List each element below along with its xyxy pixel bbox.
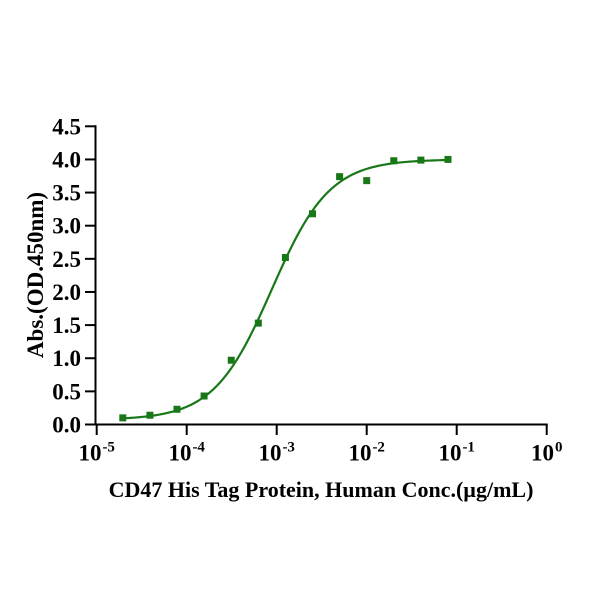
x-tick-label: 10-4	[168, 440, 205, 466]
data-point-marker	[146, 411, 154, 419]
y-tick-label: 3.0	[52, 214, 81, 239]
data-point-marker	[336, 173, 344, 181]
x-tick-label: 10-3	[258, 440, 295, 466]
y-tick-label: 1.5	[52, 313, 81, 338]
y-tick-label: 2.5	[52, 247, 81, 272]
data-point-marker	[390, 157, 398, 165]
data-point-marker	[200, 392, 208, 400]
data-point-marker	[363, 177, 371, 185]
x-tick-label: 10-1	[438, 440, 475, 466]
data-point-marker	[417, 156, 425, 164]
y-tick-label: 2.0	[52, 280, 81, 305]
data-point-marker	[254, 319, 262, 327]
fit-curve	[121, 158, 450, 420]
y-tick-label: 4.5	[52, 114, 81, 139]
y-tick-label: 0.5	[52, 379, 81, 404]
y-tick-label: 3.5	[52, 181, 81, 206]
x-tick-label: 10-5	[78, 440, 115, 466]
x-axis-title: CD47 His Tag Protein, Human Conc.(µg/mL)	[108, 477, 534, 502]
x-tick-label: 10-2	[348, 440, 385, 466]
y-axis-title: Abs.(OD.450nm)	[23, 191, 48, 359]
x-tick-label: 100	[531, 440, 563, 466]
data-point-marker	[309, 210, 317, 218]
data-point-marker	[173, 405, 181, 413]
data-point-marker	[119, 414, 127, 422]
data-point-marker	[227, 356, 235, 364]
y-tick-label: 1.0	[52, 346, 81, 371]
data-point-marker	[444, 155, 452, 163]
data-point-marker	[281, 254, 289, 262]
y-tick-label: 0.0	[52, 413, 81, 438]
y-tick-label: 4.0	[52, 147, 81, 172]
